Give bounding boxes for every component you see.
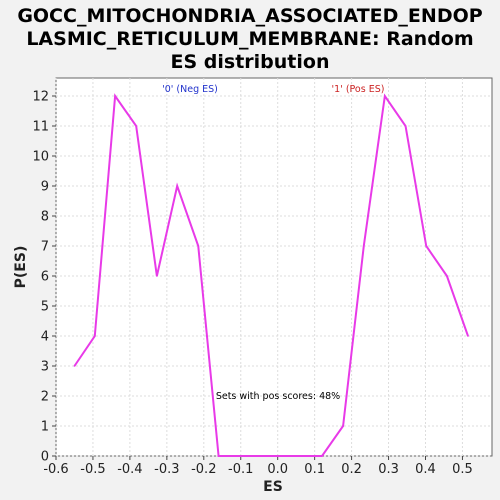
- data-point: [404, 125, 407, 127]
- data-point: [425, 245, 428, 247]
- pos-es-annotation: '1' (Pos ES): [332, 84, 385, 95]
- x-tick-label: 0.0: [267, 462, 288, 477]
- y-tick-label: 3: [41, 360, 49, 375]
- x-tick-label: -0.1: [228, 462, 253, 477]
- y-tick-label: 0: [41, 450, 49, 465]
- data-point: [321, 455, 323, 457]
- chart-title-line-1: GOCC_MITOCHONDRIA_ASSOCIATED_ENDOP: [17, 5, 482, 27]
- series-layer: [73, 93, 469, 457]
- y-tick-label: 7: [41, 240, 49, 255]
- y-tick-label: 11: [32, 120, 49, 135]
- chart-title-line-2: LASMIC_RETICULUM_MEMBRANE: Random: [26, 28, 473, 50]
- data-point: [362, 245, 365, 247]
- data-point: [114, 95, 116, 97]
- data-point: [217, 455, 220, 457]
- data-point: [446, 275, 448, 277]
- pos-scores-annotation: Sets with pos scores: 48%: [216, 391, 340, 402]
- plot-area: [55, 77, 493, 457]
- data-point: [384, 95, 386, 97]
- x-tick-label: -0.4: [117, 462, 142, 477]
- data-point: [259, 455, 261, 457]
- data-point: [300, 455, 302, 457]
- data-point: [156, 275, 158, 277]
- data-point: [342, 425, 344, 427]
- neg-es-annotation: '0' (Neg ES): [162, 84, 218, 95]
- data-point: [279, 455, 282, 457]
- x-tick-label: 0.4: [415, 462, 436, 477]
- x-tick-label: -0.2: [191, 462, 216, 477]
- y-tick-label: 10: [32, 150, 49, 165]
- x-tick-label: -0.5: [80, 462, 105, 477]
- data-point: [135, 125, 137, 127]
- y-tick-label: 12: [32, 90, 49, 105]
- x-axis-label: ES: [263, 479, 283, 495]
- y-tick-label: 2: [41, 390, 49, 405]
- x-tick-label: 0.3: [378, 462, 399, 477]
- data-point: [176, 185, 178, 187]
- x-tick-label: -0.3: [154, 462, 179, 477]
- data-point: [238, 455, 241, 457]
- chart-title-line-3: ES distribution: [171, 51, 330, 73]
- y-tick-label: 1: [41, 420, 49, 435]
- y-tick-label: 4: [41, 330, 49, 345]
- x-tick-label: 0.1: [304, 462, 325, 477]
- x-tick-label: 0.2: [341, 462, 362, 477]
- grid: [55, 78, 492, 457]
- axis-ticks: -0.6 -0.5 -0.4 -0.3 -0.2 -0.1 0.0 0.1 0.2 0.3 0.4 0…: [32, 90, 472, 478]
- y-axis-label: P(ES): [13, 246, 29, 289]
- series-line: [73, 93, 469, 457]
- data-point: [467, 335, 469, 337]
- x-tick-label: -0.6: [43, 462, 68, 477]
- y-tick-label: 6: [41, 270, 49, 285]
- y-tick-label: 8: [41, 210, 49, 225]
- y-tick-label: 9: [41, 180, 49, 195]
- x-tick-label: 0.5: [452, 462, 473, 477]
- y-tick-label: 5: [41, 300, 49, 315]
- data-point: [73, 365, 76, 367]
- data-point: [197, 245, 200, 247]
- data-point: [93, 335, 96, 337]
